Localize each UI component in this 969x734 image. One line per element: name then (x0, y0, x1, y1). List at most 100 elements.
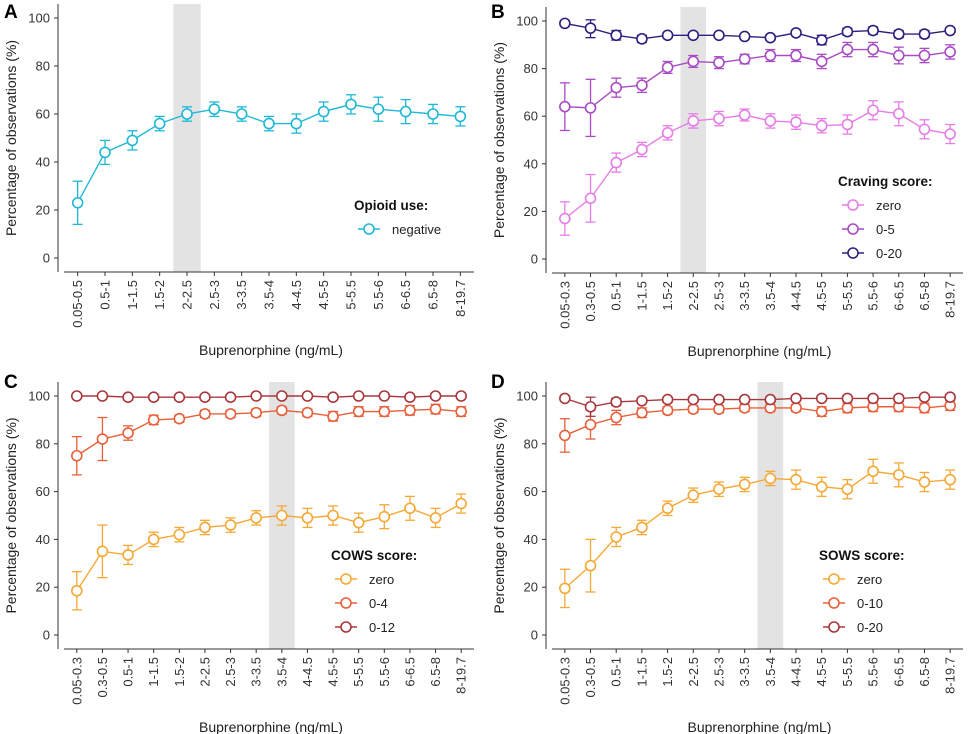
data-point (173, 391, 186, 403)
series-line (564, 22, 951, 41)
data-point (455, 497, 467, 510)
data-point (790, 392, 802, 405)
data-point (96, 545, 109, 558)
y-tick-label: 20 (36, 203, 50, 218)
legend-key-marker (828, 573, 840, 585)
series-0-20 (559, 391, 956, 417)
legend-key-marker (340, 573, 352, 585)
data-point (224, 391, 237, 403)
data-point (559, 392, 571, 405)
series-line (564, 404, 951, 437)
data-point (867, 43, 879, 56)
data-point (841, 43, 854, 56)
x-tick-label: 4.5-5 (326, 657, 341, 687)
data-point (713, 483, 725, 496)
data-point (841, 118, 854, 131)
data-point (352, 516, 365, 529)
x-tick-label: 5-5.5 (344, 280, 359, 310)
y-tick-label: 60 (36, 107, 50, 122)
panel-a: A 0 20 40 60 80 100 0.05-0.5 0.5-1 1-1.5 1.5-2 2-2.… (3, 2, 474, 358)
x-tick-label: 0.5-1 (609, 281, 624, 311)
y-tick-label: 40 (36, 532, 50, 547)
data-point (224, 408, 237, 420)
data-point (378, 405, 391, 418)
data-point (427, 108, 439, 120)
legend-title: SOWS score: (819, 548, 905, 563)
x-tick-label: 2-2.5 (180, 280, 195, 310)
x-tick-label: 0.05-0.3 (557, 281, 572, 329)
data-point (636, 394, 648, 407)
x-tick-label: 3-3.5 (249, 657, 264, 687)
data-point (199, 391, 211, 403)
data-point (867, 465, 879, 478)
x-tick-label: 4-4.5 (289, 280, 304, 310)
x-tick-label: 2.5-3 (711, 657, 726, 687)
data-point (429, 512, 442, 524)
data-point (173, 412, 186, 425)
data-point (815, 481, 828, 493)
x-tick-label: 2.5-3 (223, 657, 238, 687)
data-point (327, 410, 339, 423)
data-point (276, 390, 288, 402)
data-point (208, 103, 221, 115)
x-tick-label: 6.5-8 (428, 657, 443, 687)
data-point (636, 79, 648, 92)
y-axis-title: Percentage of observations (%) (3, 417, 19, 613)
data-point (610, 396, 623, 408)
x-tick-label: 4.5-5 (814, 657, 829, 687)
data-point (841, 25, 854, 38)
x-axis-title: Buprenorphine (ng/mL) (199, 719, 343, 734)
legend-label: 0-20 (857, 620, 883, 635)
data-point (944, 46, 956, 58)
series-0-20 (559, 17, 956, 46)
y-tick-label: 60 (524, 484, 538, 499)
x-tick-label: 1.5-2 (172, 657, 187, 687)
data-point (404, 391, 416, 403)
x-tick-label: 1-1.5 (634, 281, 649, 311)
panel-b: B 0 20 40 60 80 100 0.05-0.3 0.3-0.5 0.5-1 1-1.5 1.… (491, 2, 963, 359)
data-point (661, 404, 674, 417)
series-zero (559, 458, 956, 609)
x-tick-label: 6-6.5 (398, 280, 413, 310)
data-point (790, 49, 802, 62)
y-tick-label: 100 (516, 14, 538, 29)
data-point (199, 521, 211, 534)
data-point (713, 403, 725, 415)
data-point (352, 390, 365, 402)
data-point (126, 134, 139, 147)
series-line (564, 470, 951, 589)
data-point (764, 49, 777, 62)
data-point (250, 390, 262, 402)
data-point (122, 391, 134, 403)
x-tick-label: 1.5-2 (660, 657, 675, 687)
data-point (317, 105, 330, 118)
data-point (378, 510, 391, 523)
x-tick-label: 0.3-0.5 (95, 657, 110, 697)
data-point (892, 392, 905, 405)
data-point (263, 117, 275, 130)
panel-c: C 0 20 40 60 80 100 0.05-0.3 0.3-0.5 0.5-1 1-1.5 1.… (3, 372, 474, 734)
data-point (610, 29, 623, 42)
data-point (301, 512, 314, 524)
data-point (99, 146, 111, 159)
series-0-4 (71, 403, 467, 476)
x-tick-label: 6-6.5 (402, 657, 417, 687)
y-axis-title: Percentage of observations (%) (491, 417, 507, 613)
series-line (564, 48, 951, 109)
y-tick-label: 0 (43, 251, 50, 266)
legend-key-marker (828, 621, 840, 633)
data-point (738, 109, 751, 121)
x-tick-label: 5.5-6 (377, 657, 392, 687)
data-point (764, 393, 777, 406)
x-tick-label: 5-5.5 (840, 281, 855, 311)
data-point (918, 391, 931, 403)
legend-label: 0-10 (857, 596, 883, 611)
data-point (815, 34, 828, 46)
data-point (352, 405, 365, 418)
data-point (372, 103, 385, 115)
legend-key-marker (847, 199, 859, 211)
data-point (636, 521, 648, 534)
data-point (790, 473, 802, 486)
data-point (867, 104, 879, 117)
x-tick-label: 2.5-3 (711, 281, 726, 311)
